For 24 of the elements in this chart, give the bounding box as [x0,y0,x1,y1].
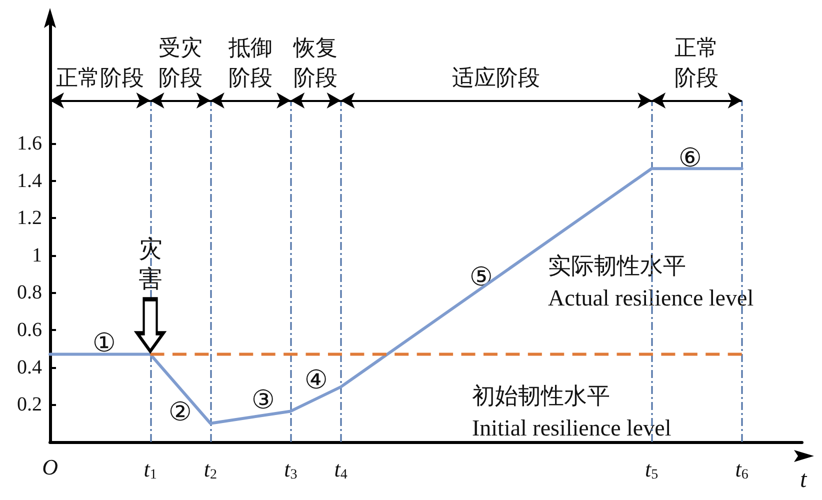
annotation: 灾害 [138,236,162,294]
y-tick-label: 1.2 [17,207,42,230]
y-tick-label: 1.4 [17,170,42,192]
annotation: ④ [304,366,328,394]
y-tick-label: 1 [32,244,42,266]
series-label: 初始韧性水平 Initial resilience level [472,384,672,440]
x-axis-title: t [800,467,808,493]
x-tick-label: O [42,454,58,480]
annotation: 抵御阶段 [228,34,273,90]
annotation: ③ [252,386,274,414]
annotation: ① [92,328,116,358]
annotation: ② [168,398,192,426]
y-tick-label: 0.8 [17,282,42,304]
annotation: 恢复阶段 [292,34,338,90]
y-tick-label: 0.4 [17,356,42,378]
y-tick-label: 1.6 [17,132,42,154]
annotation: 受灾阶段 [158,34,202,90]
annotation: 正常阶段 [674,34,719,90]
annotation: ⑥ [678,144,702,172]
y-tick-label: 0.2 [17,394,42,416]
annotation: ⑤ [470,262,492,292]
annotation: 适应阶段 [452,64,540,90]
annotation: 正常阶段 [56,64,144,90]
y-tick-label: 0.6 [17,319,42,342]
